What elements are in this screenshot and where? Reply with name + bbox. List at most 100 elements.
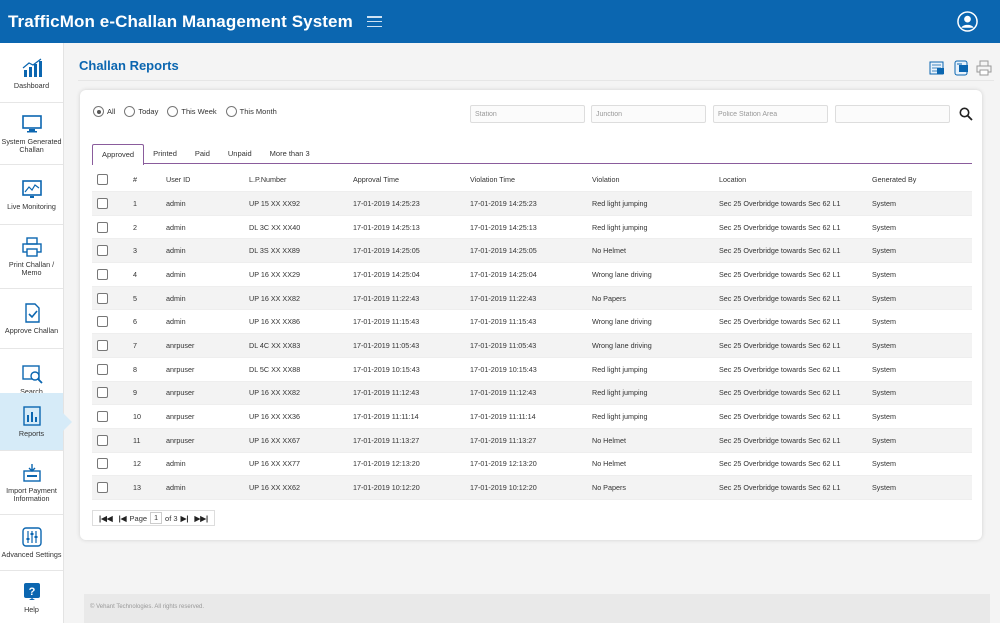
table-row[interactable]: 1 admin UP 15 XX XX92 17-01-2019 14:25:23 17… <box>92 192 972 216</box>
cell-approval-time: 17-01-2019 11:05:43 <box>353 340 420 350</box>
search-icon[interactable] <box>959 107 973 121</box>
sidebar-item-print-challan[interactable]: Print Challan / Memo <box>0 225 63 289</box>
radio-dot <box>225 106 237 117</box>
row-checkbox[interactable] <box>97 316 108 328</box>
cell-user-id: anrpuser <box>166 388 195 398</box>
cell-violation: No Papers <box>592 483 626 493</box>
row-checkbox[interactable] <box>97 292 108 304</box>
last-page-button[interactable]: ▶▶| <box>194 513 209 523</box>
row-checkbox[interactable] <box>97 245 108 257</box>
sidebar-item-label: Search <box>20 387 43 396</box>
sidebar-item-label: System Generated Challan <box>1 137 62 154</box>
row-checkbox[interactable] <box>97 197 108 209</box>
table-row[interactable]: 13 admin UP 16 XX XX62 17-01-2019 10:12:20 1… <box>92 476 972 500</box>
tab-printed[interactable]: Printed <box>153 149 177 158</box>
hamburger-menu-icon[interactable] <box>366 16 382 27</box>
row-checkbox[interactable] <box>97 387 108 399</box>
table-row[interactable]: 10 anrpuser UP 16 XX XX36 17-01-2019 11:11:… <box>92 405 972 429</box>
page-number-input[interactable]: 1 <box>150 512 163 524</box>
copyright-text: © Vehant Technologies. All rights reserv… <box>90 604 205 610</box>
cell-user-id: admin <box>166 293 186 303</box>
junction-input[interactable] <box>591 105 706 123</box>
sidebar-item-dashboard[interactable]: Dashboard <box>0 45 63 103</box>
cell-location: Sec 25 Overbridge towards Sec 62 L1 <box>719 222 841 232</box>
cell-location: Sec 25 Overbridge towards Sec 62 L1 <box>719 483 841 493</box>
next-page-button[interactable]: ▶| <box>180 513 189 523</box>
radio-all[interactable]: All <box>93 106 115 117</box>
table-row[interactable]: 12 admin UP 16 XX XX77 17-01-2019 12:13:20 1… <box>92 453 972 477</box>
sidebar-item-help[interactable]: ? Help <box>0 571 63 623</box>
row-checkbox[interactable] <box>97 434 108 446</box>
import-payment-icon <box>22 464 41 482</box>
row-checkbox[interactable] <box>97 458 108 470</box>
cell-user-id: admin <box>166 317 186 327</box>
radio-today[interactable]: Today <box>124 106 158 117</box>
cell-approval-time: 17-01-2019 11:12:43 <box>353 388 420 398</box>
page-label: Page <box>129 513 148 523</box>
police-station-area-input[interactable] <box>713 105 828 123</box>
cell-location: Sec 25 Overbridge towards Sec 62 L1 <box>719 246 841 256</box>
table-row[interactable]: 8 anrpuser DL 5C XX XX88 17-01-2019 10:15:4… <box>92 358 972 382</box>
sidebar-item-label: Live Monitoring <box>7 202 56 211</box>
user-account-icon[interactable] <box>957 11 978 32</box>
cell-approval-time: 17-01-2019 14:25:23 <box>353 198 420 208</box>
cell-violation: Red light jumping <box>592 388 648 398</box>
table-row[interactable]: 6 admin UP 16 XX XX86 17-01-2019 11:15:43 17… <box>92 310 972 335</box>
table-row[interactable]: 4 admin UP 16 XX XX29 17-01-2019 14:25:04 17… <box>92 263 972 287</box>
sidebar-item-label: Dashboard <box>13 81 50 90</box>
sidebar-item-reports[interactable]: Reports <box>0 393 72 451</box>
select-all-checkbox[interactable] <box>97 174 108 185</box>
cell-lp-number: DL 3S XX XX89 <box>249 246 300 256</box>
export-excel-icon[interactable] <box>928 59 946 77</box>
sidebar-item-approve-challan[interactable]: Approve Challan <box>0 289 63 349</box>
radio-label: This Month <box>239 107 277 116</box>
table-row[interactable]: 2 admin DL 3C XX XX40 17-01-2019 14:25:13 17… <box>92 216 972 240</box>
sidebar-item-live-monitoring[interactable]: Live Monitoring <box>0 165 63 225</box>
cell-location: Sec 25 Overbridge towards Sec 62 L1 <box>719 293 841 303</box>
table-row[interactable]: 9 anrpuser UP 16 XX XX82 17-01-2019 11:12:4… <box>92 381 972 406</box>
cell-user-id: admin <box>166 269 186 279</box>
tab-approved[interactable]: Approved <box>92 144 145 165</box>
column-header: Approval Time <box>353 175 399 184</box>
tab-paid[interactable]: Paid <box>194 149 210 158</box>
radio-this-week[interactable]: This Week <box>167 106 217 117</box>
table-row[interactable]: 5 admin UP 16 XX XX82 17-01-2019 11:22:43 17… <box>92 286 972 311</box>
export-pdf-icon[interactable] <box>952 59 970 77</box>
cell-violation-time: 17-01-2019 10:15:43 <box>470 364 537 374</box>
cell-generated-by: System <box>872 222 896 232</box>
row-checkbox[interactable] <box>97 268 108 280</box>
cell-lp-number: UP 16 XX XX62 <box>249 483 301 493</box>
reports-card: All Today This Week This Month Approved … <box>80 90 982 540</box>
cell-violation: Wrong lane driving <box>592 317 652 327</box>
table-row[interactable]: 7 anrpuser DL 4C XX XX83 17-01-2019 11:05:4… <box>92 334 972 358</box>
radio-dot <box>167 106 179 117</box>
radio-this-month[interactable]: This Month <box>225 106 277 117</box>
row-checkbox[interactable] <box>97 221 108 233</box>
row-checkbox[interactable] <box>97 411 108 423</box>
table-row[interactable]: 3 admin DL 3S XX XX89 17-01-2019 14:25:05 17… <box>92 239 972 264</box>
cell-row-index: 11 <box>133 435 141 445</box>
first-page-button[interactable]: |◀◀ <box>99 513 113 523</box>
cell-lp-number: UP 16 XX XX67 <box>249 435 301 445</box>
cell-generated-by: System <box>872 246 896 256</box>
sidebar-item-import-payment[interactable]: Import Payment Information <box>0 451 63 515</box>
tab-more-than-3[interactable]: More than 3 <box>269 149 310 158</box>
tab-unpaid[interactable]: Unpaid <box>227 149 252 158</box>
table-row[interactable]: 11 anrpuser UP 16 XX XX67 17-01-2019 11:13:… <box>92 428 972 453</box>
extra-filter-input[interactable] <box>835 105 950 123</box>
title-divider <box>78 80 994 81</box>
row-checkbox[interactable] <box>97 482 108 494</box>
prev-page-button[interactable]: |◀ <box>118 513 127 523</box>
sidebar-item-system-generated-challan[interactable]: System Generated Challan <box>0 103 63 165</box>
station-input[interactable] <box>470 105 585 123</box>
cell-generated-by: System <box>872 198 896 208</box>
cell-generated-by: System <box>872 317 896 327</box>
cell-lp-number: UP 16 XX XX82 <box>249 293 301 303</box>
row-checkbox[interactable] <box>97 339 108 351</box>
sidebar-item-advanced-settings[interactable]: Advanced Settings <box>0 515 63 571</box>
cell-row-index: 10 <box>133 412 141 422</box>
app-title: TrafficMon e-Challan Management System <box>8 11 353 31</box>
row-checkbox[interactable] <box>97 363 108 375</box>
print-icon[interactable] <box>975 59 993 77</box>
svg-text:?: ? <box>28 586 35 598</box>
